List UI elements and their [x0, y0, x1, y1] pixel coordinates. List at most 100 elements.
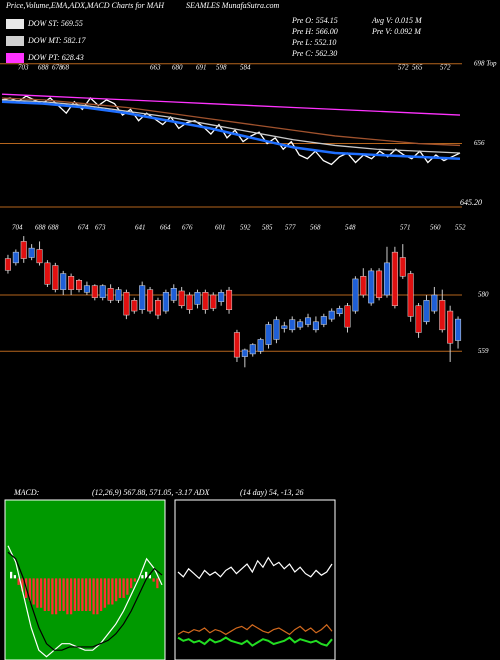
candle-body [154, 300, 161, 316]
top-label: 598 [216, 64, 227, 72]
candle-body [68, 276, 75, 290]
macd-bar [156, 578, 159, 589]
candle-body [320, 316, 327, 325]
legend-label: DOW MT: 582.17 [27, 36, 87, 45]
candle-body [439, 300, 446, 331]
top-label: 68 [62, 64, 70, 72]
macd-bar [130, 578, 133, 589]
candle-body [131, 300, 138, 312]
stat-text: Pre H: 566.00 [291, 27, 338, 36]
candle-body [115, 289, 122, 301]
legend-label: DOW PT: 628.43 [27, 53, 84, 62]
legend-swatch [6, 53, 24, 63]
candle-body [210, 294, 217, 309]
macd-bar [145, 571, 148, 579]
macd-bar [107, 578, 110, 605]
candle-body [336, 308, 343, 314]
top-label: 688 [48, 224, 59, 232]
site-name: SEAMLES MunafaSutra.com [186, 1, 280, 10]
top-label: 704 [12, 224, 23, 232]
macd-bar [115, 578, 118, 602]
top-label: 572 [440, 64, 451, 72]
top-label: 688 [38, 64, 49, 72]
candle-body [376, 270, 383, 298]
candle-body [241, 349, 248, 357]
macd-bar [85, 578, 88, 612]
macd-bar [103, 578, 106, 608]
adx-panel [174, 499, 336, 660]
candle-body [12, 251, 19, 264]
price-line [1, 100, 461, 160]
top-label: 568 [310, 224, 321, 232]
top-label: 676 [182, 224, 193, 232]
macd-bar [118, 578, 121, 598]
candle-body [107, 288, 114, 301]
top-label: 577 [285, 224, 296, 232]
top-label: 673 [95, 224, 106, 232]
candle-body [368, 270, 375, 304]
macd-bar [100, 578, 103, 612]
top-label: 691 [196, 64, 207, 72]
price-line [1, 97, 461, 147]
candle-body [91, 285, 98, 298]
macd-bar [73, 578, 76, 612]
legend-swatch [6, 19, 24, 29]
candle-body [202, 292, 209, 310]
macd-bar [148, 575, 151, 579]
price-line [1, 99, 461, 154]
macd-line [7, 545, 163, 658]
macd-bar [10, 571, 13, 579]
macd-bar [47, 578, 50, 612]
macd-bar [122, 578, 125, 598]
top-label: 680 [172, 64, 183, 72]
y-tick-label: 580 [478, 291, 489, 299]
macd-bar [81, 578, 84, 612]
top-label: 664 [160, 224, 171, 232]
macd-bar [28, 578, 31, 602]
legend-label: DOW ST: 569.55 [27, 19, 83, 28]
annotation: 645.20 [460, 198, 482, 207]
macd-bar [32, 578, 35, 605]
macd-bar [36, 578, 39, 608]
candle-body [383, 262, 390, 296]
candle-body [399, 257, 406, 277]
candle-body [281, 325, 288, 329]
candle-body [186, 294, 193, 310]
candle-body [52, 265, 59, 290]
top-label: 552 [455, 224, 466, 232]
top-label: 674 [78, 224, 89, 232]
top-label: 560 [430, 224, 441, 232]
top-label: 548 [345, 224, 356, 232]
candle-body [36, 249, 43, 264]
macd-bar [152, 578, 155, 582]
page-title: Price,Volume,EMA,ADX,MACD Charts for MAH [5, 1, 165, 10]
candle-body [289, 319, 296, 331]
macd-bar [62, 578, 65, 612]
stat-text: Pre C: 562.30 [291, 49, 337, 58]
candle-body [194, 292, 201, 305]
candle-body [226, 289, 233, 310]
macd-bar [92, 578, 95, 615]
y-tick-label: 698 Top [474, 59, 497, 67]
top-label: 688 [35, 224, 46, 232]
candle-body [233, 332, 240, 358]
macd-bar [17, 578, 20, 585]
stat-text: Avg V: 0.015 M [371, 16, 423, 25]
candle-body [407, 273, 414, 317]
candle-body [4, 258, 11, 271]
candle-body [360, 276, 367, 296]
candle-body [218, 292, 225, 302]
candle-body [305, 317, 312, 325]
macd-bar [40, 578, 43, 608]
candle-body [455, 318, 462, 341]
macd-bar [96, 578, 99, 615]
top-label: 678 [52, 64, 63, 72]
candle-body [139, 285, 146, 310]
macd-bar [58, 578, 61, 612]
macd-bar [126, 578, 129, 595]
adx-line [177, 556, 333, 580]
candle-body [415, 305, 422, 333]
macd-bar [13, 575, 16, 579]
candle-body [447, 310, 454, 344]
